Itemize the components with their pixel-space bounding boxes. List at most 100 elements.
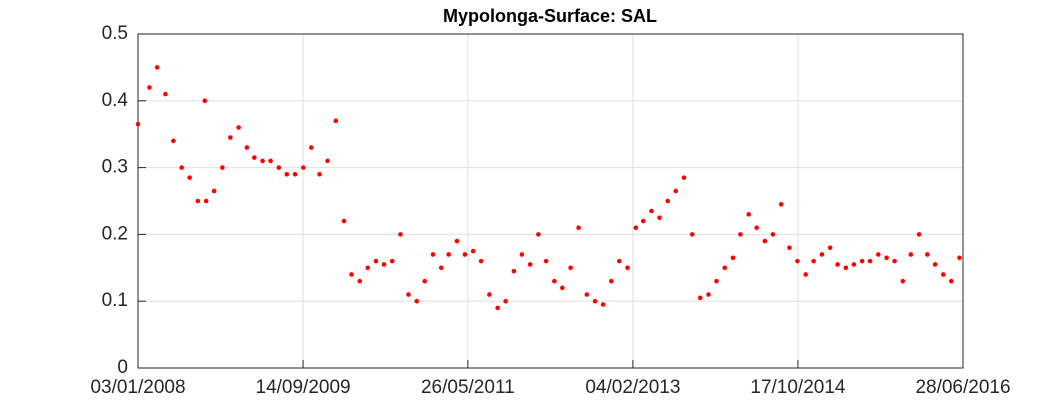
point	[803, 272, 808, 277]
point	[317, 171, 322, 177]
y-tick-label: 0.3	[102, 157, 128, 178]
point	[414, 298, 420, 304]
point	[851, 262, 857, 267]
point	[568, 265, 573, 271]
y-tick-label: 0.2	[102, 223, 128, 244]
plot-frame	[137, 33, 964, 369]
point	[543, 258, 549, 264]
y-tick-label: 0.5	[102, 23, 128, 44]
point	[625, 265, 630, 271]
point	[163, 91, 168, 97]
point	[260, 158, 265, 164]
x-tick-label: 17/10/2014	[750, 377, 846, 398]
point	[244, 145, 250, 150]
point	[916, 232, 922, 237]
point	[211, 188, 217, 194]
point	[908, 252, 914, 257]
point	[135, 121, 141, 127]
x-tick-label: 28/06/2016	[915, 377, 1010, 398]
point	[827, 245, 833, 251]
point	[689, 232, 695, 237]
point	[187, 175, 192, 180]
point	[552, 278, 557, 284]
point	[389, 258, 395, 264]
point	[220, 165, 225, 170]
point	[195, 198, 201, 204]
chart-title: Mypolonga-Surface: SAL	[443, 6, 657, 26]
point	[536, 232, 541, 237]
point	[301, 165, 306, 170]
point	[309, 145, 314, 150]
point	[617, 258, 622, 264]
point	[276, 165, 282, 170]
point	[373, 258, 379, 264]
point	[462, 252, 468, 257]
x-tick-label: 14/09/2009	[256, 377, 351, 398]
point	[478, 258, 484, 264]
point	[746, 212, 751, 217]
point	[325, 158, 330, 164]
point	[633, 225, 639, 231]
point	[681, 175, 687, 180]
point	[584, 292, 590, 297]
point	[519, 252, 525, 257]
point	[592, 298, 598, 304]
point	[706, 292, 711, 297]
point	[819, 252, 825, 257]
point	[640, 218, 646, 224]
point	[876, 252, 881, 257]
point	[738, 232, 743, 237]
point	[154, 65, 160, 70]
point	[284, 171, 290, 177]
point	[892, 258, 897, 264]
point	[859, 258, 865, 264]
point	[147, 85, 152, 90]
point	[495, 305, 500, 311]
point	[948, 278, 954, 284]
point	[811, 258, 816, 264]
point	[787, 245, 792, 251]
point	[454, 238, 460, 244]
point	[609, 278, 614, 284]
point	[576, 225, 581, 231]
point	[673, 188, 679, 194]
point	[649, 208, 654, 214]
point	[511, 268, 517, 274]
point	[179, 165, 184, 170]
point	[957, 255, 962, 261]
point	[835, 262, 840, 267]
point	[722, 265, 728, 271]
point	[252, 155, 257, 160]
point	[365, 265, 371, 271]
point	[398, 232, 403, 237]
point	[843, 265, 849, 271]
point	[697, 295, 703, 301]
x-tick-label: 26/05/2011	[421, 377, 515, 398]
point	[487, 292, 492, 297]
point	[422, 278, 428, 284]
point	[665, 198, 671, 204]
point	[778, 202, 784, 207]
point	[357, 278, 363, 284]
point	[730, 255, 736, 261]
point	[657, 215, 662, 220]
point	[430, 252, 436, 257]
x-tick-label: 04/02/2013	[585, 377, 680, 398]
point	[333, 118, 339, 124]
point	[900, 278, 906, 284]
point	[762, 238, 768, 244]
point	[171, 138, 176, 144]
point	[349, 272, 354, 277]
point	[527, 262, 533, 267]
point	[236, 125, 241, 130]
point	[932, 262, 938, 267]
point	[560, 285, 565, 291]
point	[202, 98, 208, 104]
point	[341, 218, 347, 224]
point	[714, 278, 719, 284]
point	[941, 272, 946, 277]
point	[925, 252, 930, 257]
point	[292, 171, 298, 177]
